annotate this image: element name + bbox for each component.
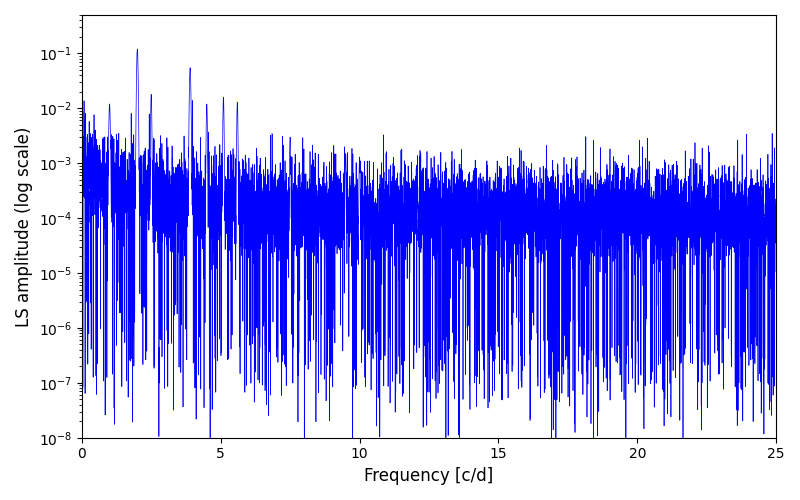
Y-axis label: LS amplitude (log scale): LS amplitude (log scale) [15,126,33,326]
X-axis label: Frequency [c/d]: Frequency [c/d] [364,467,494,485]
